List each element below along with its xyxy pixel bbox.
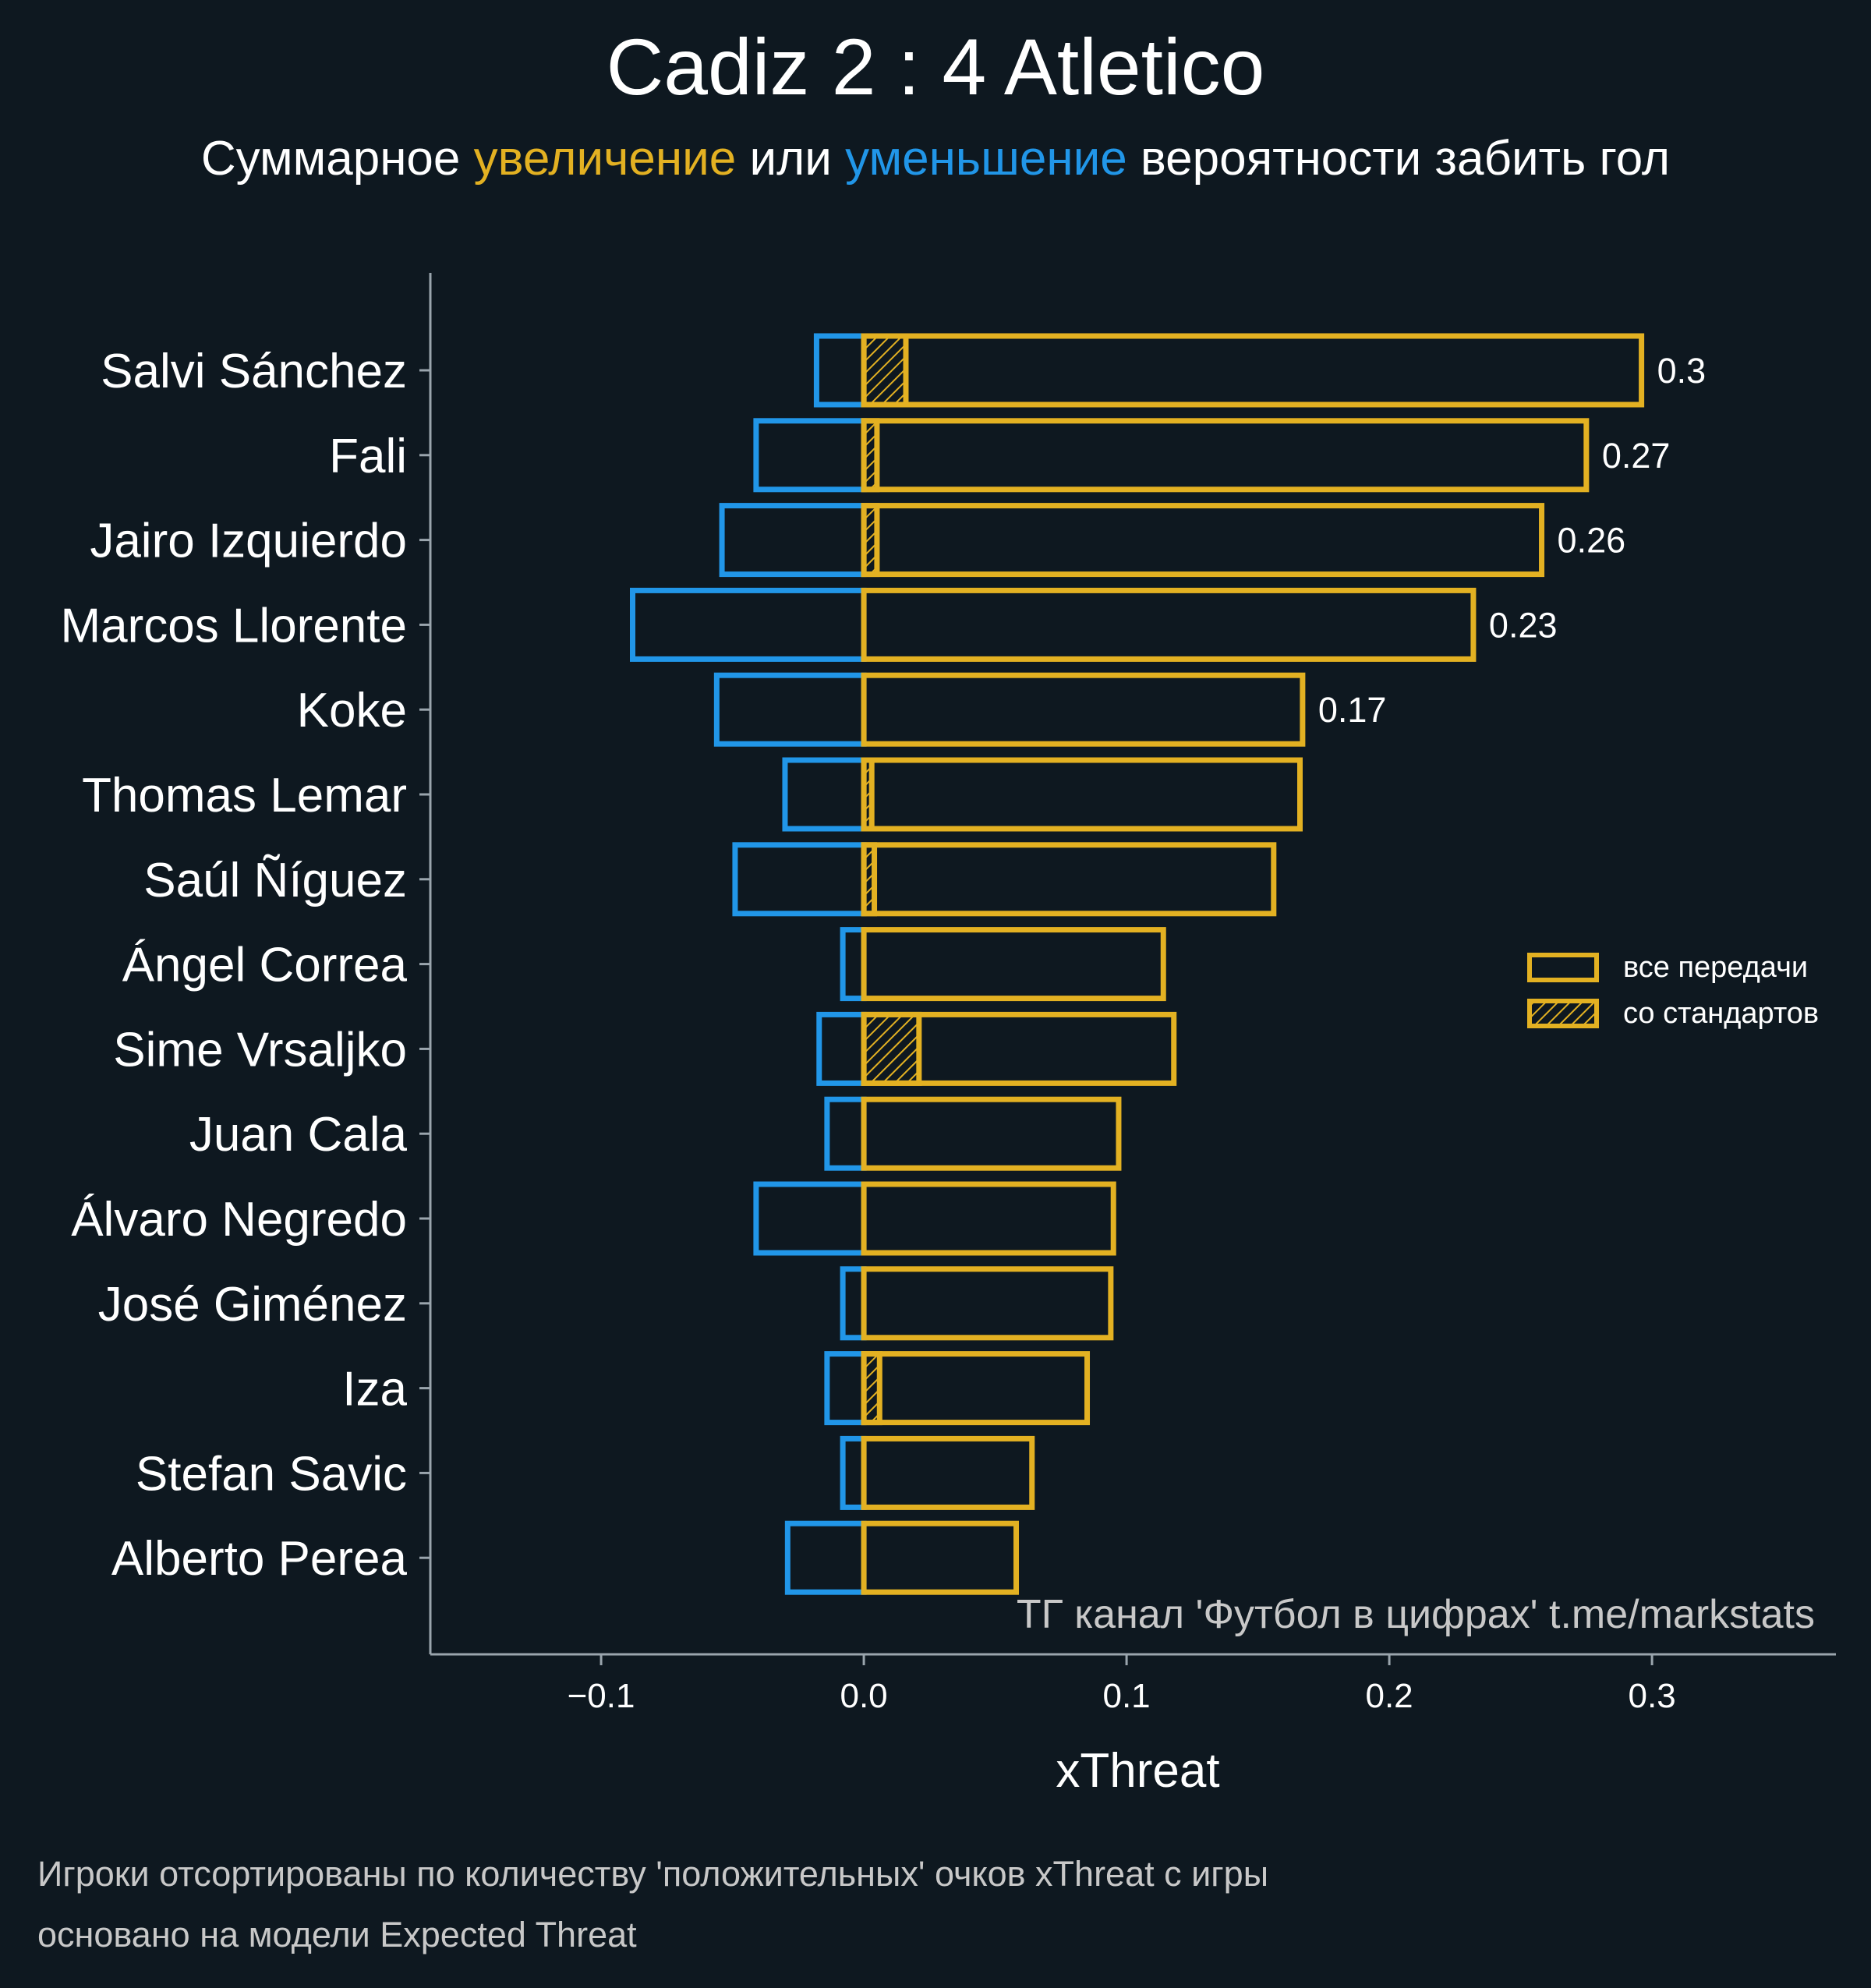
legend: все передачи со стандартов: [1527, 951, 1819, 1030]
watermark: ТГ канал 'Футбол в цифрах' t.me/markstat…: [1017, 1592, 1815, 1637]
subtitle-part1: Суммарное: [200, 132, 474, 186]
bar-positive: [861, 842, 1277, 917]
bar-negative: [824, 1096, 867, 1171]
y-tick-label: Fali: [329, 430, 407, 483]
y-tick-label: Marcos Llorente: [60, 599, 407, 653]
bar-positive: [861, 418, 1590, 493]
bar-negative: [732, 842, 867, 917]
y-tick-label: Thomas Lemar: [82, 769, 407, 822]
bar-value-label: 0.26: [1558, 521, 1626, 561]
bars: 0.3 0.27 0.26 0.23 0.17: [629, 333, 1707, 1595]
bar-negative: [719, 503, 867, 578]
y-tick-label: Alberto Perea: [111, 1532, 408, 1586]
bar-value-label: 0.23: [1489, 605, 1558, 645]
bar-value-label: 0.3: [1657, 351, 1707, 391]
x-axis-label: xThreat: [1056, 1744, 1219, 1798]
x-tick-label: 0.2: [1365, 1677, 1413, 1715]
y-tick-label: Jairo Izquierdo: [90, 515, 407, 568]
subtitle-part2: или: [736, 132, 846, 186]
legend-label: все передачи: [1623, 951, 1808, 984]
y-tick-label: Koke: [297, 684, 407, 738]
subtitle-part3: вероятности забить гол: [1126, 132, 1671, 186]
x-tick-label: −0.1: [568, 1677, 635, 1715]
axes: −0.1 0.0 0.1 0.2 0.3 xThreat Salvi Sánchez Fali…: [60, 273, 1836, 1798]
bar-negative: [840, 1435, 867, 1510]
bar-value-label: 0.17: [1318, 690, 1387, 730]
bar-negative: [813, 333, 867, 408]
bar-negative: [816, 1011, 867, 1086]
y-tick-label: Salvi Sánchez: [101, 345, 407, 398]
bar-value-label: 0.27: [1602, 436, 1671, 476]
bar-positive: [861, 1096, 1122, 1171]
bar-negative: [713, 672, 867, 747]
bar-negative: [753, 1181, 867, 1256]
bar-negative: [824, 1351, 867, 1426]
y-tick-label: Stefan Savic: [136, 1447, 407, 1501]
y-tick-label: Juan Cala: [189, 1108, 408, 1162]
bar-negative: [840, 1266, 867, 1341]
bar-set-pieces: [861, 333, 909, 408]
bar-negative: [629, 587, 867, 662]
footnote-line-2: основано на модели Expected Threat: [37, 1915, 637, 1954]
bar-positive: [861, 1520, 1020, 1595]
y-tick-label: Sime Vrsaljko: [113, 1023, 407, 1077]
x-tick-label: 0.3: [1629, 1677, 1676, 1715]
bar-positive: [861, 1351, 1091, 1426]
y-tick-label: Álvaro Negredo: [71, 1193, 407, 1247]
bar-negative: [782, 757, 867, 832]
legend-swatch-hatched: [1527, 999, 1599, 1028]
y-tick-label: Ángel Correa: [122, 939, 408, 992]
legend-label: со стандартов: [1623, 997, 1819, 1030]
bar-negative: [753, 418, 867, 493]
bar-positive: [861, 1435, 1035, 1510]
bar-positive: [861, 1011, 1177, 1086]
bar-positive: [861, 672, 1306, 747]
y-tick-label: José Giménez: [98, 1278, 407, 1332]
bar-positive: [861, 333, 1645, 408]
bar-negative: [784, 1520, 867, 1595]
bar-negative: [840, 927, 867, 1002]
y-tick-label: Iza: [342, 1363, 407, 1417]
chart-subtitle: Суммарное увеличение или уменьшение веро…: [0, 131, 1871, 186]
bar-positive: [861, 503, 1545, 578]
bar-set-pieces: [861, 1011, 922, 1086]
bar-positive: [861, 757, 1303, 832]
subtitle-decrease-word: уменьшение: [845, 132, 1127, 186]
bar-positive: [861, 587, 1477, 662]
bar-positive: [861, 1181, 1116, 1256]
footnote-line-1: Игроки отсортированы по количеству 'поло…: [37, 1854, 1269, 1894]
x-tick-label: 0.0: [840, 1677, 887, 1715]
bar-positive: [861, 927, 1166, 1002]
chart-title: Cadiz 2 : 4 Atletico: [606, 23, 1265, 111]
y-tick-label: Saúl Ñíguez: [143, 854, 407, 907]
x-tick-label: 0.1: [1102, 1677, 1150, 1715]
bar-positive: [861, 1266, 1114, 1341]
legend-swatch-outline: [1527, 953, 1599, 982]
subtitle-increase-word: увеличение: [473, 132, 737, 186]
